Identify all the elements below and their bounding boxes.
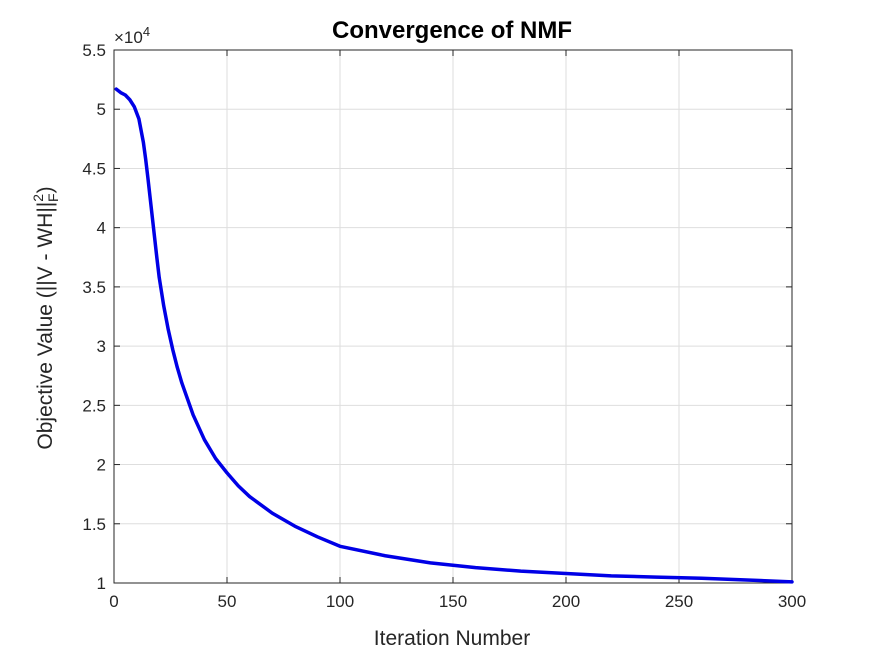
y-tick-label: 4.5 bbox=[82, 159, 106, 178]
grid-lines bbox=[113, 49, 793, 584]
plot-area bbox=[113, 49, 793, 584]
y-axis-label: Objective Value (||V - WH||2F) bbox=[30, 186, 61, 449]
y-multiplier-base: ×10 bbox=[114, 28, 143, 47]
x-tick-label: 150 bbox=[439, 592, 467, 611]
y-tick-label: 2.5 bbox=[82, 396, 106, 415]
y-axis-label-main: Objective Value (||V - WH|| bbox=[34, 202, 57, 450]
y-tick-label: 1 bbox=[97, 574, 106, 593]
y-axis-label-sub: F bbox=[45, 193, 61, 202]
y-tick-label: 5.5 bbox=[82, 41, 106, 60]
x-tick-label: 300 bbox=[778, 592, 806, 611]
x-axis-label: Iteration Number bbox=[374, 627, 530, 650]
chart-title: Convergence of NMF bbox=[332, 17, 572, 44]
x-tick-label: 100 bbox=[326, 592, 354, 611]
y-axis-label-sup: 2 bbox=[30, 194, 46, 202]
x-tick-labels: 0 50 100 150 200 250 300 bbox=[109, 592, 806, 611]
y-tick-label: 1.5 bbox=[82, 515, 106, 534]
y-axis-label-close: ) bbox=[34, 186, 57, 193]
y-tick-label: 2 bbox=[97, 456, 106, 475]
x-tick-label: 250 bbox=[665, 592, 693, 611]
objective-value-line bbox=[114, 87, 794, 584]
x-tick-label: 0 bbox=[109, 592, 118, 611]
y-multiplier: ×104 bbox=[114, 24, 150, 47]
x-tick-label: 50 bbox=[218, 592, 237, 611]
y-tick-label: 3.5 bbox=[82, 278, 106, 297]
y-tick-label: 5 bbox=[97, 100, 106, 119]
y-tick-label: 4 bbox=[97, 219, 106, 238]
x-tick-label: 200 bbox=[552, 592, 580, 611]
y-tick-labels: 1 1.5 2 2.5 3 3.5 4 4.5 5 5.5 bbox=[82, 41, 106, 593]
y-tick-label: 3 bbox=[97, 337, 106, 356]
y-multiplier-exponent: 4 bbox=[143, 24, 150, 39]
series-group bbox=[114, 87, 794, 584]
